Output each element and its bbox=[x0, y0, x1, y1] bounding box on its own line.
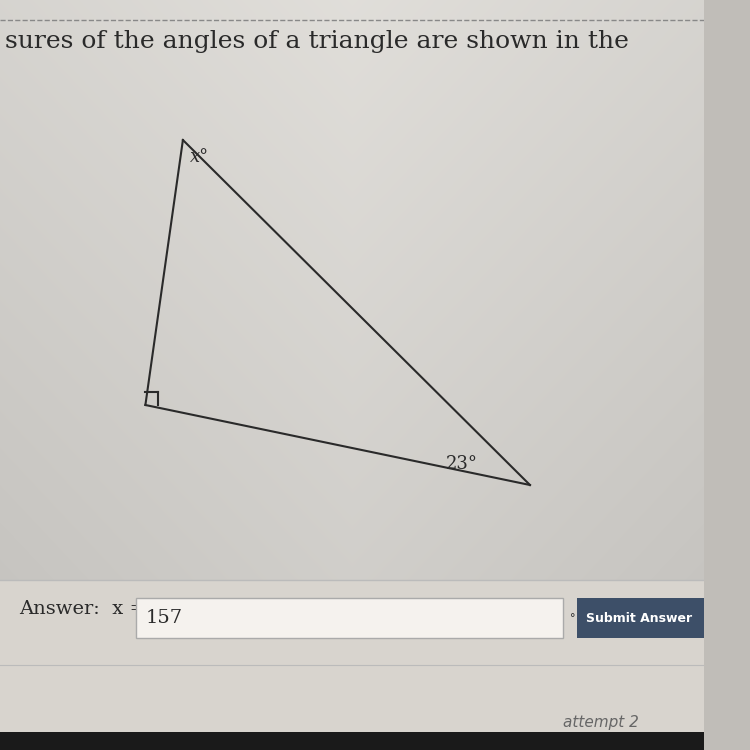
FancyBboxPatch shape bbox=[577, 598, 708, 638]
Text: sures of the angles of a triangle are shown in the: sures of the angles of a triangle are sh… bbox=[4, 30, 628, 53]
Bar bbox=[0, 580, 704, 750]
FancyBboxPatch shape bbox=[136, 598, 562, 638]
Text: attempt 2: attempt 2 bbox=[562, 715, 639, 730]
Text: x°: x° bbox=[190, 148, 209, 166]
Text: Answer:  x =: Answer: x = bbox=[19, 600, 146, 618]
Bar bbox=[0, 732, 704, 750]
Text: Submit Answer: Submit Answer bbox=[586, 611, 692, 625]
Text: 23°: 23° bbox=[446, 455, 478, 473]
Text: °: ° bbox=[570, 613, 576, 623]
Text: 157: 157 bbox=[146, 609, 182, 627]
